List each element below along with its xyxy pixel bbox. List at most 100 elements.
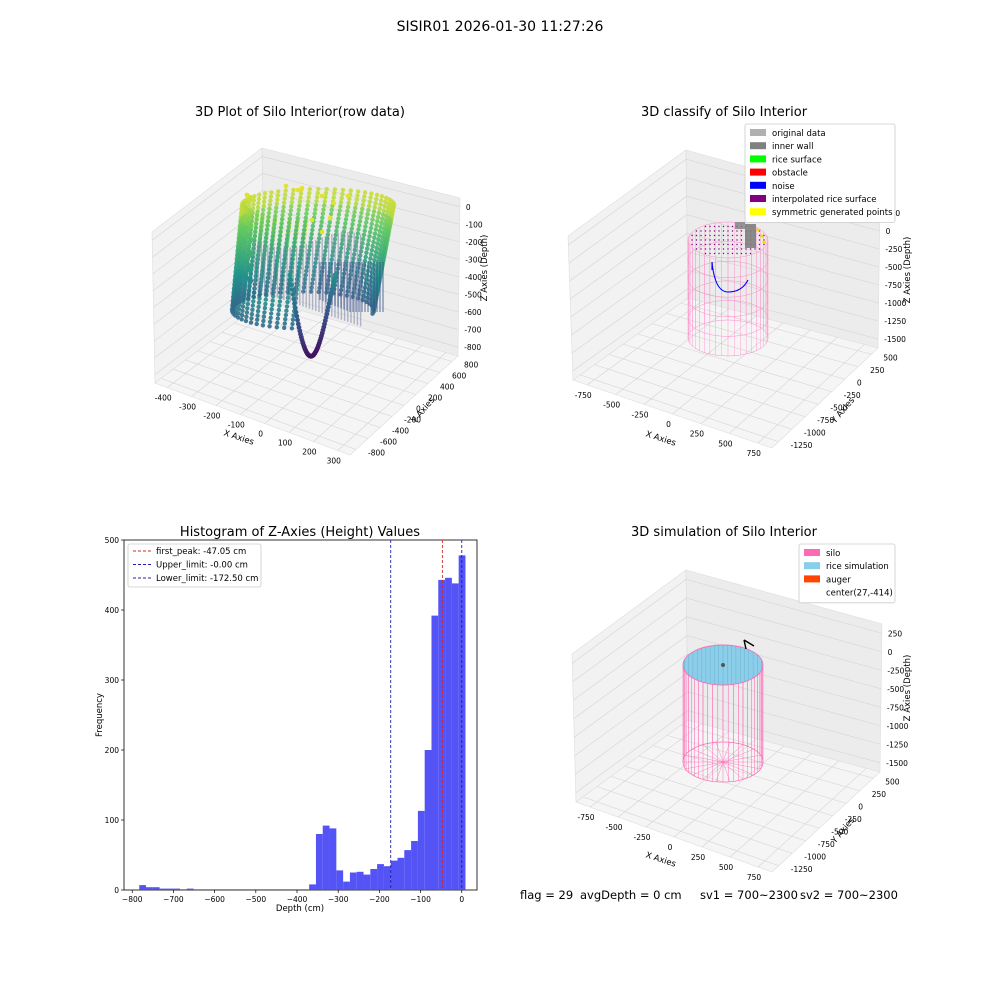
interpolated-point — [713, 243, 716, 246]
interpolated-point — [704, 252, 707, 255]
y-tick-label: 0 — [858, 802, 863, 811]
z-tick-label: -700 — [464, 326, 481, 335]
z-axis-label: Z Axies (Depth) — [480, 235, 490, 302]
data-point — [343, 217, 349, 222]
interpolated-point — [695, 234, 698, 237]
y-tick-label: 400 — [440, 383, 455, 392]
data-point — [288, 212, 293, 217]
data-point — [262, 310, 267, 315]
y-tick-label: 200 — [428, 394, 443, 403]
interpolated-point — [731, 248, 734, 250]
grid-line-z — [569, 195, 880, 282]
interpolated-point — [727, 230, 729, 232]
data-point — [260, 323, 266, 328]
x-tick-label: -400 — [155, 394, 172, 403]
grid-line-y — [222, 331, 417, 395]
data-point — [284, 241, 289, 246]
data-point — [277, 233, 283, 238]
y-tick-label: -1250 — [791, 441, 813, 450]
z-tick-label: -1000 — [887, 722, 909, 731]
grid-line-z — [152, 189, 460, 275]
data-point — [290, 321, 295, 327]
z-tick-label: -500 — [887, 685, 904, 694]
data-point — [303, 219, 308, 225]
interpolated-point — [713, 234, 716, 237]
legend-swatch — [750, 208, 766, 216]
data-point — [295, 321, 301, 327]
grid-line-x — [701, 753, 812, 848]
y-tick-label: 250 — [872, 790, 887, 799]
interpolated-point — [713, 230, 716, 232]
data-point — [331, 200, 337, 206]
silo-bottom-spoke — [722, 748, 754, 763]
data-point — [272, 218, 277, 223]
data-point — [256, 196, 262, 202]
z-tick-label: -200 — [465, 238, 482, 247]
axis-ticks: -400 -300 -200 -100 0 100 200 300 -800 -600 -400 -2… — [155, 203, 483, 466]
data-point — [245, 199, 250, 205]
data-point — [277, 303, 282, 308]
data-point — [358, 215, 363, 220]
data-point — [259, 220, 264, 225]
grid-line-y — [185, 359, 381, 428]
interpolated-point — [722, 252, 725, 255]
data-point — [304, 211, 309, 216]
interpolated-point — [727, 234, 729, 237]
data-point — [250, 206, 256, 211]
data-point — [293, 309, 299, 315]
data-point — [353, 205, 358, 211]
interpolated-point — [727, 239, 729, 241]
data-point — [340, 187, 346, 193]
data-point — [288, 265, 294, 270]
x-tick-label: −400 — [287, 895, 308, 904]
interpolated-point — [727, 248, 729, 250]
legend-label: rice simulation — [826, 562, 889, 572]
data-point — [267, 319, 273, 325]
interpolated-point — [763, 234, 765, 237]
data-point — [366, 207, 371, 213]
data-point — [261, 199, 267, 204]
data-point — [287, 272, 293, 278]
histogram-bar — [166, 888, 174, 890]
interpolated-point — [718, 252, 720, 255]
data-point — [279, 221, 284, 226]
data-point — [242, 219, 248, 224]
histogram-bar — [146, 887, 153, 890]
data-point — [246, 267, 252, 273]
legend-swatch — [804, 549, 820, 556]
data-point — [319, 193, 325, 199]
data-point — [371, 209, 377, 214]
x-tick-label: 250 — [691, 853, 706, 862]
data-point — [261, 314, 267, 319]
data-point — [254, 321, 259, 327]
data-point — [267, 324, 272, 329]
data-point — [249, 316, 254, 321]
data-point — [277, 237, 282, 242]
silo-bottom-spoke — [702, 744, 724, 763]
data-point — [247, 238, 253, 244]
data-point — [301, 232, 306, 237]
data-point — [326, 224, 332, 229]
data-point — [245, 301, 250, 307]
data-point — [339, 195, 344, 201]
interpolated-point — [740, 252, 743, 255]
histogram-bar — [445, 577, 452, 890]
data-point — [283, 188, 288, 193]
histogram-bar — [207, 889, 214, 890]
data-point — [365, 242, 371, 247]
data-point — [366, 238, 371, 243]
data-point — [289, 282, 294, 288]
data-point — [274, 201, 279, 206]
grid-lines — [572, 579, 882, 868]
silo-bottom-spoke — [702, 761, 724, 780]
histogram-bar — [159, 888, 167, 890]
interpolated-point — [758, 248, 761, 250]
data-point — [250, 258, 255, 264]
data-point — [374, 223, 379, 228]
interpolated-point — [709, 239, 711, 241]
grid-line-y — [666, 735, 860, 792]
interpolated-point — [718, 248, 720, 250]
data-point — [282, 196, 287, 201]
interpolated-point — [691, 234, 693, 237]
data-point — [349, 226, 354, 231]
